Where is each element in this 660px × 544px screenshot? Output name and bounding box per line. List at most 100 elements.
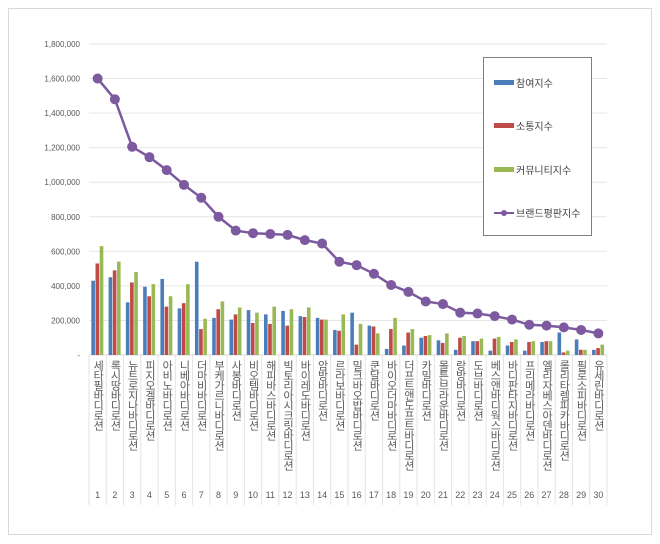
x-category-label: 도브바디로션	[471, 360, 485, 420]
bar-communication	[544, 341, 549, 355]
bar-participation	[471, 341, 475, 355]
x-category-label: 엘리자베스아덴바디로션	[540, 360, 554, 470]
x-category-label: 밀크바오밥바디로션	[350, 360, 364, 450]
x-rank-label: 25	[507, 490, 517, 500]
bar-communication	[233, 314, 238, 355]
y-tick-label: 200,000	[51, 316, 80, 325]
bar-communication	[579, 349, 583, 355]
bar-participation	[574, 339, 579, 355]
brand-reputation-point	[178, 179, 189, 190]
y-tick-label: 600,000	[51, 247, 80, 256]
bar-community	[410, 329, 415, 355]
bar-community	[583, 349, 587, 355]
bar-communication	[423, 335, 428, 355]
y-tick-label: 1,800,000	[44, 40, 80, 49]
x-category-label: 랑방바디로션	[454, 360, 468, 420]
x-rank-label: 28	[559, 490, 569, 500]
brand-reputation-point	[213, 211, 224, 222]
bar-participation	[281, 310, 285, 355]
brand-reputation-point	[161, 165, 172, 176]
x-rank-label: 21	[438, 490, 448, 500]
brand-reputation-point	[127, 141, 138, 152]
x-rank-label: 1	[95, 490, 100, 500]
legend-swatch-red	[494, 123, 514, 128]
bar-community	[255, 312, 259, 355]
x-category-label: 암방바디로션	[316, 360, 330, 420]
bar-participation	[229, 319, 234, 355]
bar-community	[358, 323, 363, 355]
bar-communication	[199, 329, 203, 355]
x-category-label: 빅토리아시크릿바디로션	[281, 360, 295, 470]
x-category-label: 카밀바디로션	[419, 360, 433, 420]
legend-label: 소통지수	[516, 122, 553, 133]
bar-communication	[509, 342, 514, 355]
bar-community	[427, 335, 432, 355]
bar-community	[237, 307, 242, 355]
brand-reputation-point	[558, 322, 569, 333]
bar-community	[151, 284, 156, 355]
brand-reputation-point	[92, 73, 103, 84]
bar-communication	[458, 337, 462, 355]
bar-communication	[337, 330, 341, 355]
brand-reputation-point	[351, 260, 362, 271]
x-rank-label: 4	[147, 490, 152, 500]
brand-reputation-point	[593, 328, 604, 339]
x-rank-label: 27	[542, 490, 552, 500]
bar-community	[496, 336, 501, 355]
bar-participation	[523, 350, 527, 355]
x-category-label: 유세린바디로션	[592, 360, 606, 430]
bar-community	[393, 317, 397, 355]
x-category-label: 부케가르니바디로션	[212, 360, 226, 450]
x-rank-label: 20	[421, 490, 431, 500]
x-rank-label: 8	[216, 490, 221, 500]
legend-item-community: 커뮤니티지수	[494, 162, 571, 177]
x-category-label: 베스앤바디웍스바디로션	[488, 360, 502, 470]
brand-reputation-point	[420, 296, 431, 307]
x-category-label: 록시땅바디로션	[108, 360, 122, 430]
bar-community	[289, 309, 294, 355]
y-tick-label: 1,600,000	[44, 75, 80, 84]
x-category-label: 몰튼브라운바디로션	[436, 360, 450, 450]
bar-communication	[181, 303, 186, 355]
x-category-label: 뉴트로지나바디로션	[126, 360, 140, 450]
x-rank-label: 22	[455, 490, 465, 500]
bar-communication	[147, 296, 151, 355]
brand-reputation-point	[230, 225, 241, 236]
bar-participation	[108, 277, 113, 355]
x-category-label: 니베아바디로션	[177, 360, 191, 430]
legend-item-brand: 브랜드평판지수	[494, 205, 580, 220]
bar-participation	[402, 345, 406, 355]
y-tick-label: 800,000	[51, 213, 80, 222]
x-category-label: 바이레도바디로션	[298, 360, 312, 440]
bar-communication	[216, 309, 220, 355]
x-rank-label: 19	[403, 490, 413, 500]
x-rank-label: 2	[112, 490, 117, 500]
x-category-label: 르라보바디로션	[333, 360, 347, 430]
bar-community	[548, 341, 553, 355]
brand-reputation-point	[109, 94, 120, 105]
brand-reputation-point	[334, 256, 345, 267]
bar-community	[306, 307, 311, 355]
bar-participation	[315, 317, 320, 355]
legend-swatch-blue	[494, 80, 514, 85]
x-rank-label: 24	[490, 490, 500, 500]
x-rank-label: 10	[248, 490, 258, 500]
brand-reputation-point	[507, 314, 518, 325]
legend: 참여지수 소통지수 커뮤니티지수 브랜드평판지수	[483, 57, 592, 236]
y-tick-label: 400,000	[51, 282, 80, 291]
legend-item-participation: 참여지수	[494, 75, 553, 90]
bar-communication	[389, 329, 393, 355]
x-category-label: 쿤달바디로션	[367, 360, 381, 420]
brand-reputation-point	[403, 286, 414, 297]
bar-participation	[540, 342, 544, 355]
bar-communication	[406, 332, 410, 355]
bar-participation	[212, 317, 216, 355]
brand-reputation-point	[299, 235, 310, 246]
x-rank-label: 7	[199, 490, 204, 500]
brand-reputation-point	[437, 299, 448, 310]
legend-swatch-green	[494, 167, 514, 172]
bar-participation	[177, 308, 182, 355]
x-rank-label: 14	[317, 490, 327, 500]
bar-participation	[419, 337, 423, 355]
